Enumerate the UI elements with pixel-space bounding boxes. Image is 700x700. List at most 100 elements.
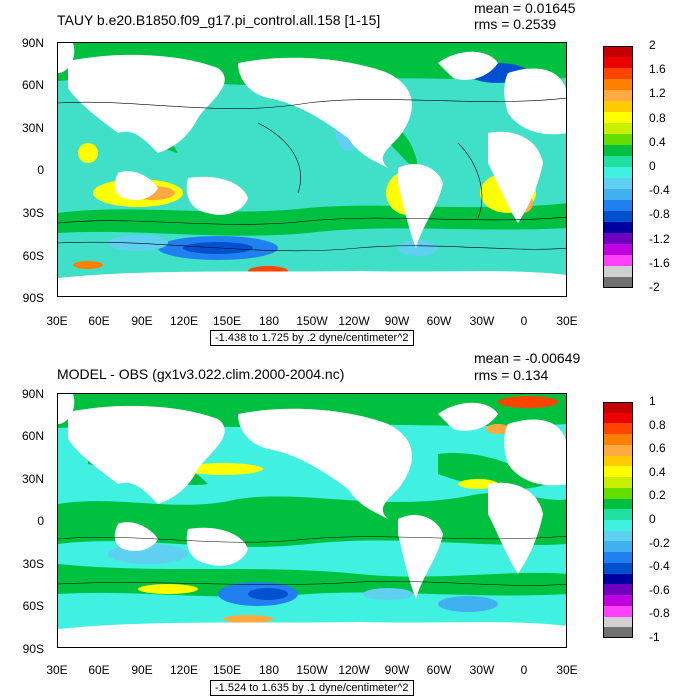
colorbar-label: 0.2 bbox=[649, 488, 666, 503]
panel-title: MODEL - OBS (gx1v3.022.clim.2000-2004.nc… bbox=[57, 366, 345, 382]
colorbar-label: -0.6 bbox=[649, 582, 670, 597]
colorbar-swatch bbox=[603, 277, 633, 288]
x-tick-label: 120E bbox=[169, 314, 199, 328]
colorbar-swatch bbox=[603, 200, 633, 211]
x-tick-label: 60E bbox=[88, 314, 110, 328]
colorbar-swatch bbox=[603, 46, 633, 57]
colorbar-swatch bbox=[603, 605, 633, 617]
colorbar-swatch bbox=[603, 627, 633, 639]
x-tick-label: 120W bbox=[338, 663, 370, 677]
colorbar-swatch bbox=[603, 79, 633, 90]
colorbar-swatch bbox=[603, 466, 633, 478]
y-tick-label: 90N bbox=[21, 36, 44, 50]
y-tick-label: 60N bbox=[21, 78, 44, 92]
mean-stat: mean = -0.00649 bbox=[474, 350, 581, 366]
x-tick-label: 30W bbox=[469, 663, 495, 677]
colorbar-label: 1 bbox=[649, 394, 656, 408]
colorbar-swatch bbox=[603, 90, 633, 101]
colorbar-swatch bbox=[603, 562, 633, 574]
y-tick-label: 60S bbox=[22, 249, 44, 263]
x-tick-label: 150W bbox=[296, 314, 328, 328]
colorbar-swatch bbox=[603, 530, 633, 542]
y-tick-label: 0 bbox=[37, 514, 44, 528]
y-tick-label: 90S bbox=[22, 642, 44, 656]
mean-stat: mean = 0.01645 bbox=[474, 0, 576, 16]
colorbar-swatch bbox=[603, 68, 633, 79]
colorbar-swatch bbox=[603, 520, 633, 531]
colorbar-label: 0.4 bbox=[649, 464, 666, 479]
x-tick-label: 90E bbox=[131, 314, 153, 328]
colorbar-label: 0.8 bbox=[649, 110, 666, 125]
colorbar-swatch bbox=[603, 211, 633, 222]
colorbar-swatch bbox=[603, 222, 633, 233]
panel-bottom: MODEL - OBS (gx1v3.022.clim.2000-2004.nc… bbox=[0, 350, 700, 700]
colorbar-label: -0.2 bbox=[649, 535, 670, 550]
colorbar: 1 0.8 0.6 0.4 0.2 0 -0.2 -0.4 -0.6 -0.8 -1 bbox=[603, 394, 670, 644]
colorbar-label: 1.6 bbox=[649, 62, 666, 77]
colorbar-label: -1.2 bbox=[649, 231, 670, 246]
y-tick-label: 90S bbox=[22, 291, 44, 305]
x-tick-label: 150E bbox=[212, 314, 242, 328]
colorbar-label: 0 bbox=[649, 159, 656, 173]
rms-stat: rms = 0.134 bbox=[474, 367, 549, 383]
panel-top: TAUY b.e20.B1850.f09_g17.pi_control.all.… bbox=[21, 0, 670, 346]
colorbar-label: -2 bbox=[649, 280, 660, 294]
colorbar-swatch bbox=[603, 123, 633, 134]
x-tick-label: 120E bbox=[169, 663, 199, 677]
colorbar-swatch bbox=[603, 145, 633, 156]
colorbar-label: 0.4 bbox=[649, 134, 666, 149]
y-tick-label: 30N bbox=[21, 121, 44, 135]
tauy-map-graphic bbox=[58, 43, 566, 296]
colorbar-swatch bbox=[603, 444, 633, 456]
x-tick-label: 30E bbox=[46, 314, 68, 328]
y-tick-label: 30N bbox=[21, 472, 44, 486]
panel-title: TAUY b.e20.B1850.f09_g17.pi_control.all.… bbox=[57, 12, 381, 28]
range-label: -1.438 to 1.725 by .2 dyne/centimeter^2 bbox=[210, 330, 414, 346]
colorbar-swatch bbox=[603, 487, 633, 499]
x-tick-label: 90W bbox=[384, 663, 410, 677]
x-tick-label: 30E bbox=[556, 314, 578, 328]
x-tick-label: 180 bbox=[258, 314, 280, 328]
colorbar-swatch bbox=[603, 112, 633, 123]
x-tick-label: 90W bbox=[384, 314, 410, 328]
x-tick-label: 90E bbox=[131, 663, 153, 677]
colorbar-swatch bbox=[603, 189, 633, 200]
colorbar-swatch bbox=[603, 616, 633, 628]
x-tick-label: 150E bbox=[212, 663, 242, 677]
colorbar-swatch bbox=[603, 402, 633, 413]
x-tick-label: 60E bbox=[88, 663, 110, 677]
colorbar-swatch bbox=[603, 423, 633, 435]
colorbar-swatch bbox=[603, 477, 633, 489]
colorbar: 2 1.6 1.2 0.8 0.4 0 -0.4 -0.8 -1.2 -1.6 -2 bbox=[603, 38, 670, 294]
x-tick-label: 30W bbox=[469, 314, 495, 328]
x-tick-label: 0 bbox=[520, 663, 528, 677]
y-tick-label: 60S bbox=[22, 599, 44, 613]
colorbar-swatch bbox=[603, 167, 633, 178]
colorbar-swatch bbox=[603, 156, 633, 167]
y-tick-label: 30S bbox=[22, 206, 44, 220]
colorbar-label: 0.8 bbox=[649, 417, 666, 432]
colorbar-label: -0.4 bbox=[649, 559, 670, 574]
x-tick-label: 180 bbox=[258, 663, 280, 677]
colorbar-label: 2 bbox=[649, 38, 656, 52]
colorbar-swatch bbox=[603, 178, 633, 189]
colorbar-swatch bbox=[603, 498, 633, 510]
x-tick-label: 150W bbox=[296, 663, 328, 677]
colorbar-swatch bbox=[603, 255, 633, 266]
y-tick-label: 60N bbox=[21, 429, 44, 443]
colorbar-label: -0.8 bbox=[649, 606, 670, 621]
colorbar-swatch bbox=[603, 455, 633, 467]
colorbar-swatch bbox=[603, 434, 633, 446]
colorbar-label: -1.6 bbox=[649, 255, 670, 270]
model-obs-map-graphic bbox=[58, 394, 566, 647]
colorbar-swatch bbox=[603, 134, 633, 145]
colorbar-label: 1.2 bbox=[649, 86, 666, 101]
y-tick-label: 30S bbox=[22, 557, 44, 571]
x-tick-label: 30E bbox=[556, 663, 578, 677]
colorbar-label: -0.8 bbox=[649, 207, 670, 222]
x-tick-label: 60W bbox=[426, 314, 452, 328]
x-tick-label: 60W bbox=[426, 663, 452, 677]
colorbar-label: 0 bbox=[649, 512, 656, 526]
colorbar-swatch bbox=[603, 573, 633, 585]
colorbar-swatch bbox=[603, 552, 633, 564]
